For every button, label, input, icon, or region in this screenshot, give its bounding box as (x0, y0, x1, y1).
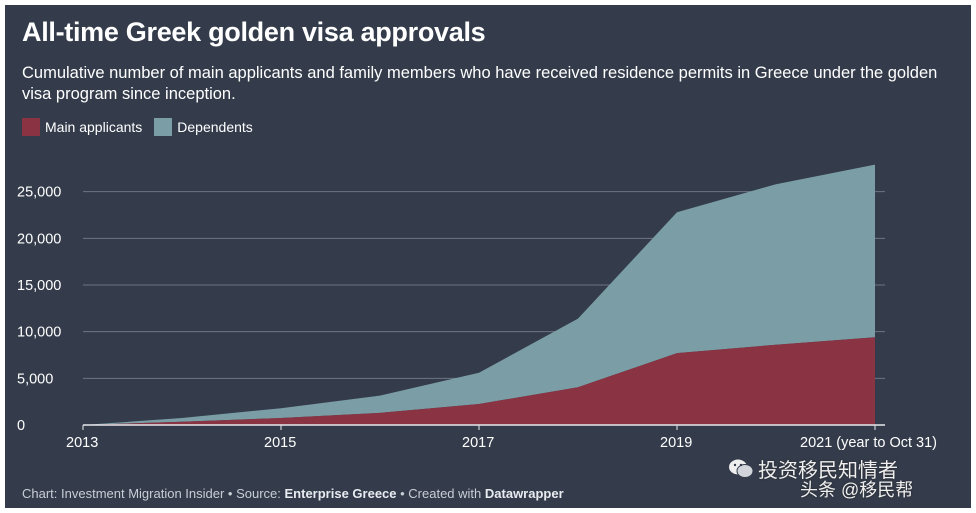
x-tick-label: 2021 (year to Oct 31) (800, 435, 937, 451)
x-tick-label: 2013 (66, 435, 98, 451)
legend-label-main-applicants: Main applicants (45, 119, 143, 135)
x-tick-label: 2015 (264, 435, 296, 451)
y-tick-label: 0 (17, 418, 25, 434)
legend-item-main-applicants: Main applicants (22, 118, 142, 136)
legend-item-dependents: Dependents (154, 118, 253, 136)
watermark: 投资移民知情者 (728, 454, 898, 486)
area-chart: 0 5,000 10,000 15,000 20,000 25,000 2013 2015 20… (17, 164, 937, 451)
chart-title: All-time Greek golden visa approvals (22, 17, 486, 47)
y-tick-label: 5,000 (17, 371, 53, 387)
watermark-line1: 投资移民知情者 (758, 460, 898, 482)
x-tick-label: 2017 (462, 435, 494, 451)
chart-card: All-time Greek golden visa approvals Cum… (5, 5, 971, 508)
y-tick-label: 20,000 (17, 231, 61, 247)
legend-label-dependents: Dependents (177, 119, 253, 135)
area-series-dependents (83, 164, 875, 425)
footer-tool[interactable]: Datawrapper (484, 486, 564, 501)
y-tick-label: 25,000 (17, 185, 61, 201)
footer-prefix: Chart: Investment Migration Insider • So… (22, 486, 285, 501)
watermark-handle: 头条 @移民帮 (800, 480, 914, 500)
y-tick-label: 15,000 (17, 278, 61, 294)
legend-swatch-dependents (154, 118, 173, 136)
legend: Main applicants Dependents (22, 118, 265, 136)
chart-footer: Chart: Investment Migration Insider • So… (22, 486, 564, 501)
chart-subtitle: Cumulative number of main applicants and… (22, 64, 938, 103)
footer-source[interactable]: Enterprise Greece (284, 486, 397, 501)
wechat-icon (728, 458, 754, 486)
area-series-main-applicants (83, 337, 875, 425)
legend-swatch-main-applicants (22, 118, 40, 136)
x-tick-label: 2019 (660, 435, 692, 451)
y-tick-label: 10,000 (17, 325, 61, 341)
footer-middle: • Created with (396, 486, 485, 501)
